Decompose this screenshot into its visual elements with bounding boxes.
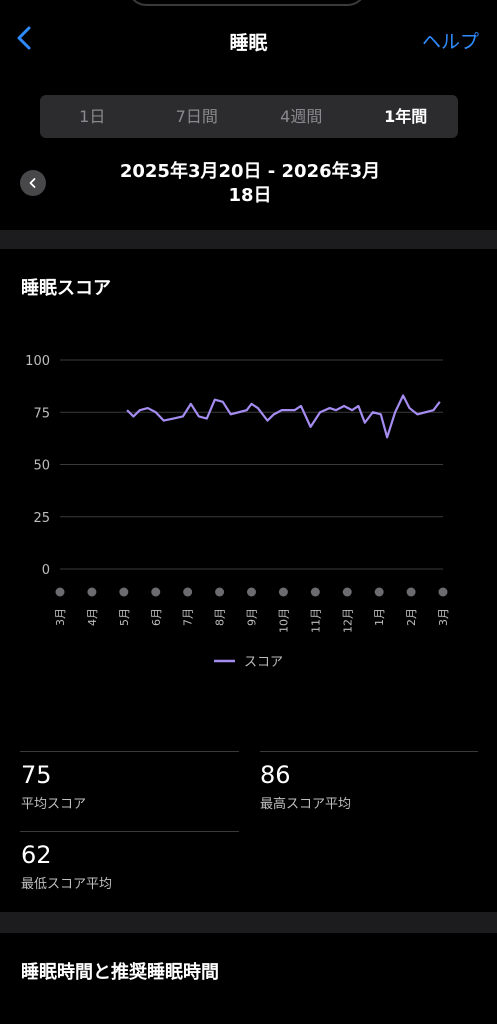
stat-divider bbox=[20, 751, 239, 752]
date-range-line-1: 2025年3月20日 - 2026年3月 bbox=[119, 161, 381, 182]
x-tick-marker bbox=[55, 587, 65, 597]
tab-1-day[interactable]: 1日 bbox=[79, 107, 106, 126]
tab-7-days[interactable]: 7日間 bbox=[175, 107, 218, 126]
x-tick-label: 7月 bbox=[182, 608, 195, 626]
x-tick-label: 6月 bbox=[150, 608, 163, 626]
tab-1-year[interactable]: 1年間 bbox=[384, 107, 428, 126]
x-tick-marker bbox=[247, 587, 256, 597]
x-tick-marker bbox=[278, 587, 288, 597]
sleep-score-chart: 0 25 50 75 100 3月 4月 5月 6月 7月 8月 9月 10月 11月 12月 1月 2月 3月ス… bbox=[25, 354, 450, 670]
x-tick-label: 10月 bbox=[277, 608, 290, 633]
device-notch bbox=[128, 0, 366, 6]
back-chevron-icon[interactable] bbox=[14, 24, 36, 52]
stat-divider bbox=[260, 751, 478, 752]
x-tick-marker bbox=[151, 587, 161, 597]
page-title: 睡眠 bbox=[229, 32, 268, 54]
x-tick-label: 2月 bbox=[405, 608, 418, 626]
lowest-score-value: 62 bbox=[21, 841, 52, 869]
average-score-label: 平均スコア bbox=[21, 797, 87, 812]
x-tick-marker bbox=[374, 587, 384, 597]
y-tick-label: 50 bbox=[33, 459, 50, 474]
x-tick-label: 11月 bbox=[309, 608, 322, 633]
x-tick-label: 3月 bbox=[437, 608, 450, 626]
previous-range-button[interactable] bbox=[20, 170, 46, 196]
x-tick-label: 8月 bbox=[214, 608, 227, 626]
section-divider bbox=[0, 230, 497, 249]
x-tick-marker bbox=[438, 587, 448, 597]
y-tick-label: 75 bbox=[33, 406, 50, 421]
y-tick-label: 25 bbox=[33, 511, 50, 526]
x-tick-marker bbox=[406, 587, 416, 597]
x-tick-marker bbox=[310, 587, 320, 597]
x-tick-label: 3月 bbox=[54, 608, 67, 626]
x-tick-label: 4月 bbox=[86, 608, 99, 626]
average-score-value: 75 bbox=[21, 761, 52, 789]
section-divider bbox=[0, 912, 497, 933]
chevron-left-icon bbox=[29, 178, 36, 188]
x-tick-marker bbox=[342, 587, 352, 597]
date-range-line-2: 18日 bbox=[228, 185, 272, 206]
sleep-duration-title: 睡眠時間と推奨睡眠時間 bbox=[21, 962, 219, 983]
y-tick-label: 0 bbox=[42, 563, 50, 578]
highest-score-label: 最高スコア平均 bbox=[260, 797, 352, 812]
stat-divider bbox=[20, 831, 239, 832]
x-tick-marker bbox=[119, 587, 129, 597]
date-range: 2025年3月20日 - 2026年3月 18日 bbox=[90, 160, 410, 208]
period-tabs: 1日 7日間 4週間 1年間 bbox=[40, 95, 458, 138]
lowest-score-label: 最低スコア平均 bbox=[21, 877, 113, 892]
x-tick-label: 5月 bbox=[118, 608, 131, 626]
help-button[interactable]: ヘルプ bbox=[421, 31, 479, 53]
legend-label: スコア bbox=[244, 655, 283, 670]
highest-score-value: 86 bbox=[260, 761, 291, 789]
score-series-line bbox=[126, 394, 441, 439]
x-tick-label: 1月 bbox=[373, 608, 386, 626]
x-tick-label: 12月 bbox=[341, 608, 354, 633]
x-tick-marker bbox=[183, 587, 193, 597]
sleep-score-title: 睡眠スコア bbox=[21, 278, 111, 299]
x-tick-marker bbox=[215, 587, 225, 597]
tab-4-weeks[interactable]: 4週間 bbox=[280, 107, 323, 126]
y-tick-label: 100 bbox=[25, 354, 50, 369]
x-tick-label: 9月 bbox=[246, 608, 259, 626]
x-tick-marker bbox=[87, 587, 97, 597]
